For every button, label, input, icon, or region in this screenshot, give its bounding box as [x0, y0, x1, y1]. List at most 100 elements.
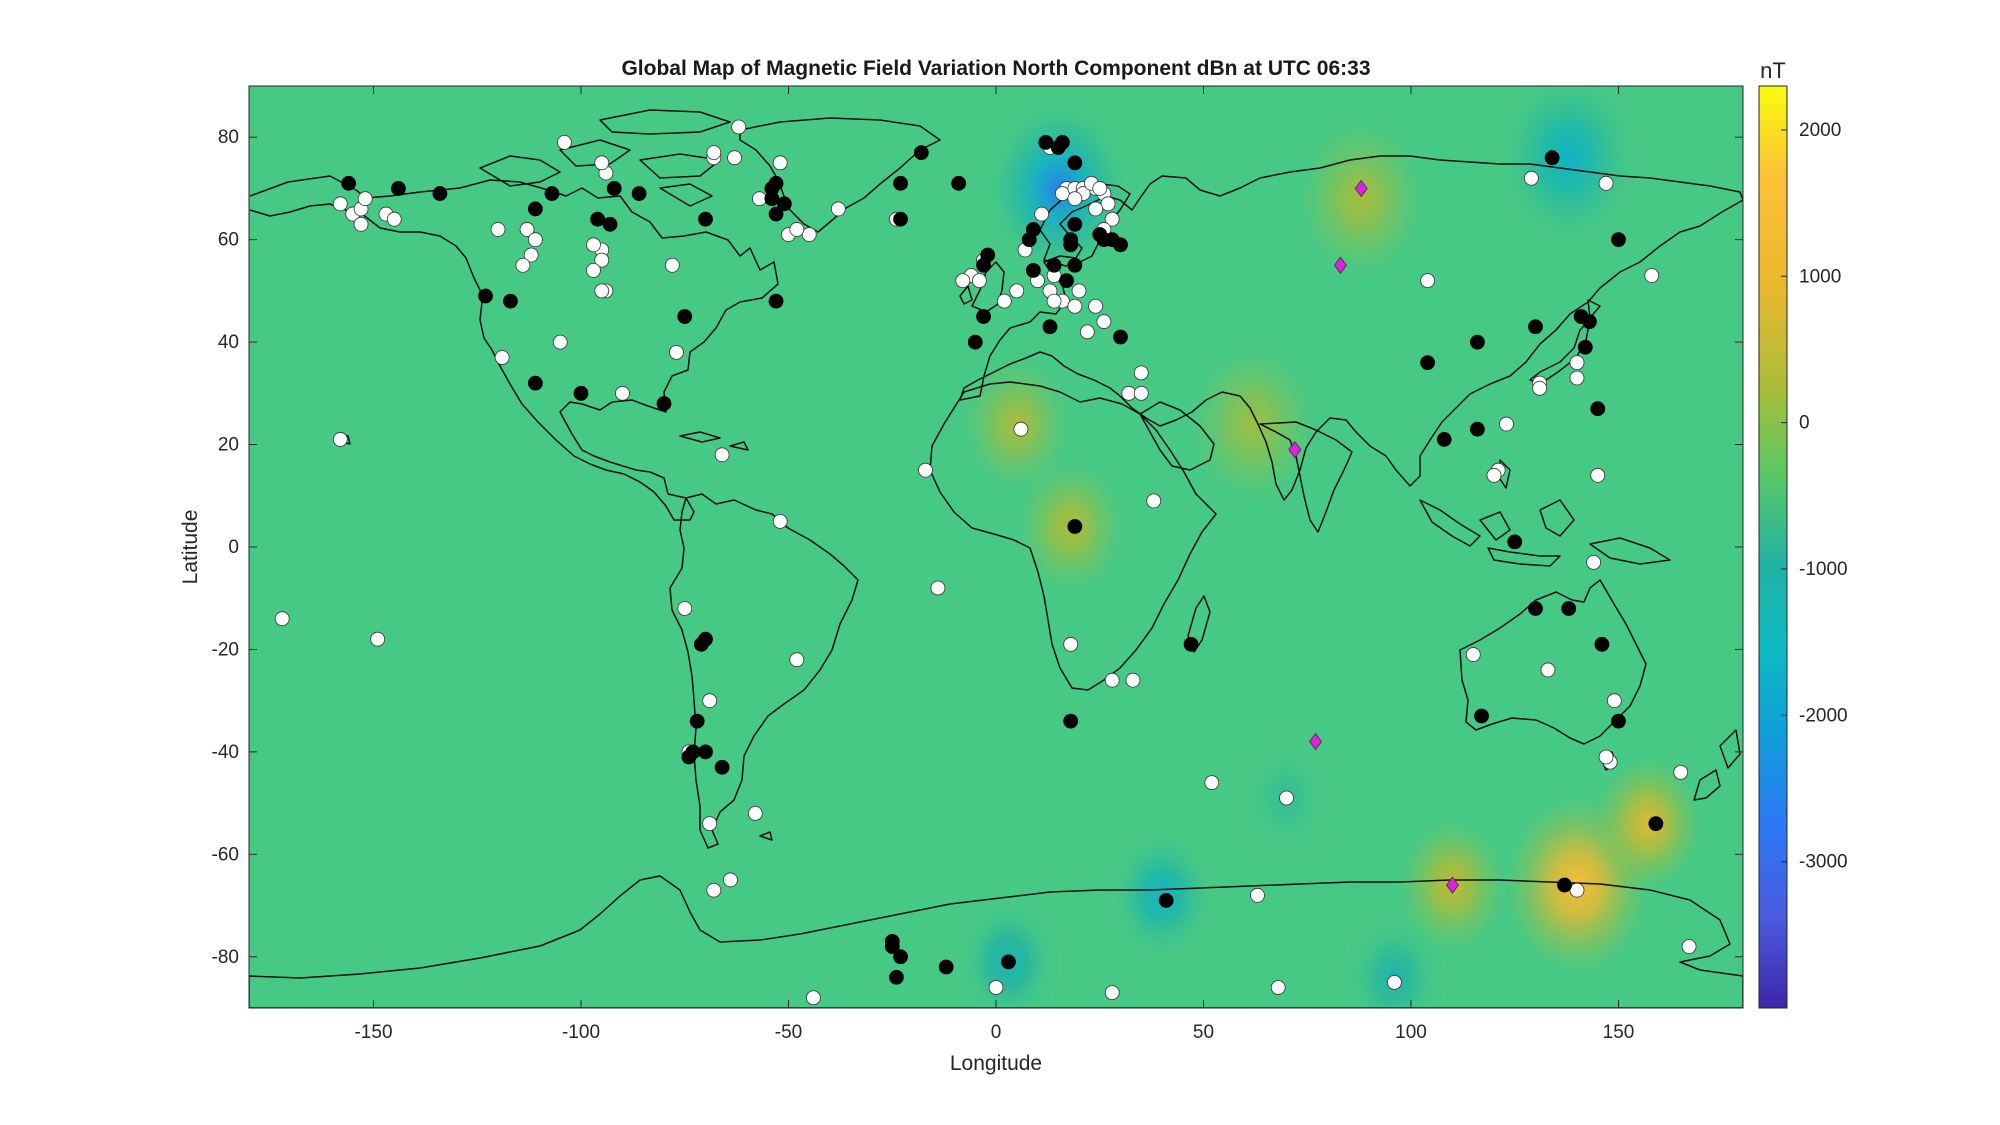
x-tick-label: -50: [775, 1022, 802, 1043]
station-marker-black: [1059, 273, 1074, 289]
station-marker-black: [527, 375, 543, 391]
y-tick-label: -20: [212, 639, 239, 660]
station-marker-black: [1158, 893, 1174, 908]
station-marker-black: [681, 749, 697, 765]
station-marker-black: [656, 396, 672, 411]
station-marker-white: [386, 211, 402, 227]
station-marker-black: [606, 181, 622, 196]
y-tick-label: -80: [212, 947, 239, 968]
station-marker-white: [1013, 421, 1029, 437]
y-tick-label: 60: [218, 230, 239, 251]
diamond-marker: [1309, 732, 1323, 751]
colorbar-unit: nT: [1760, 58, 1786, 83]
station-marker-black: [893, 211, 908, 227]
station-marker-white: [702, 816, 718, 831]
station-marker-black: [1113, 237, 1128, 253]
station-marker-black: [1001, 954, 1016, 970]
station-marker-white: [747, 805, 763, 821]
station-marker-white: [972, 273, 987, 289]
x-tick-label: 100: [1395, 1022, 1427, 1043]
station-marker-black: [503, 293, 518, 309]
station-marker-black: [893, 949, 908, 965]
station-marker-black: [1067, 216, 1083, 232]
station-marker-black: [776, 196, 792, 212]
field-anomaly: [1189, 345, 1318, 503]
station-marker-white: [594, 283, 610, 299]
station-marker-black: [1050, 140, 1066, 155]
station-marker-white: [1133, 365, 1149, 381]
station-marker-white: [1125, 672, 1141, 688]
field-anomaly: [1339, 909, 1450, 1008]
station-marker-white: [1250, 887, 1265, 903]
station-marker-white: [1104, 211, 1120, 227]
station-marker-white: [332, 196, 348, 212]
station-marker-white: [723, 872, 738, 888]
station-marker-white: [988, 980, 1004, 995]
x-tick-label: -100: [562, 1022, 600, 1043]
station-marker-black: [544, 186, 560, 201]
station-marker-white: [557, 134, 572, 150]
x-tick-label: 150: [1603, 1022, 1635, 1043]
station-marker-white: [594, 252, 610, 268]
station-marker-black: [1611, 232, 1626, 248]
station-marker-white: [706, 145, 722, 160]
colorbar-tick-label: -1000: [1799, 559, 1848, 580]
station-marker-white: [1096, 314, 1112, 330]
station-marker-white: [806, 990, 821, 1006]
station-marker-white: [1586, 554, 1601, 570]
station-marker-white: [1270, 980, 1286, 995]
station-marker-black: [1025, 262, 1041, 278]
station-marker-white: [1088, 201, 1103, 217]
station-marker-white: [669, 344, 684, 360]
y-tick-label: 80: [218, 127, 239, 148]
y-tick-label: 20: [218, 435, 239, 456]
coastline-eurasia: [959, 155, 1743, 501]
station-marker-black: [913, 145, 929, 160]
station-marker-black: [1183, 636, 1199, 652]
station-marker-white: [664, 257, 680, 273]
field-anomaly: [1592, 755, 1703, 892]
station-marker-white: [1569, 882, 1585, 898]
y-tick-label: 40: [218, 332, 239, 353]
station-marker-white: [702, 693, 718, 709]
station-marker-white: [752, 191, 767, 207]
station-marker-black: [884, 939, 900, 954]
station-marker-white: [490, 222, 506, 237]
station-marker-black: [1528, 319, 1543, 335]
plot-area: [248, 85, 1744, 1009]
station-marker-black: [938, 959, 954, 975]
station-marker-white: [1079, 324, 1095, 340]
station-markers: [274, 119, 1697, 1006]
station-marker-white: [527, 232, 543, 248]
chart-title: Global Map of Magnetic Field Variation N…: [621, 57, 1370, 80]
station-marker-white: [615, 385, 630, 401]
coastline-indonesia: [1419, 459, 1671, 567]
station-marker-white: [1067, 191, 1083, 207]
x-tick-label: 50: [1193, 1022, 1214, 1043]
field-anomaly: [1297, 119, 1426, 278]
station-marker-white: [714, 447, 730, 463]
station-marker-black: [1582, 314, 1597, 330]
station-marker-white: [1133, 385, 1149, 401]
station-marker-white: [677, 601, 693, 616]
station-marker-white: [274, 611, 290, 627]
station-marker-black: [1528, 601, 1543, 616]
station-marker-white: [1465, 647, 1481, 662]
diamond-marker: [1288, 441, 1302, 459]
station-marker-black: [341, 175, 357, 191]
station-marker-black: [1561, 601, 1577, 616]
station-marker-white: [1681, 939, 1697, 954]
station-marker-black: [1063, 237, 1079, 253]
station-marker-black: [1046, 257, 1062, 273]
station-marker-white: [1088, 298, 1103, 314]
station-marker-white: [1569, 355, 1585, 371]
x-axis-label: Longitude: [950, 1052, 1042, 1075]
station-marker-black: [951, 175, 967, 191]
station-marker-white: [1071, 283, 1087, 299]
station-marker-black: [1113, 329, 1128, 345]
station-marker-black: [432, 186, 448, 201]
station-marker-white: [1598, 175, 1614, 191]
station-marker-white: [1673, 764, 1689, 780]
colorbar-tick-label: 1000: [1799, 266, 1841, 287]
